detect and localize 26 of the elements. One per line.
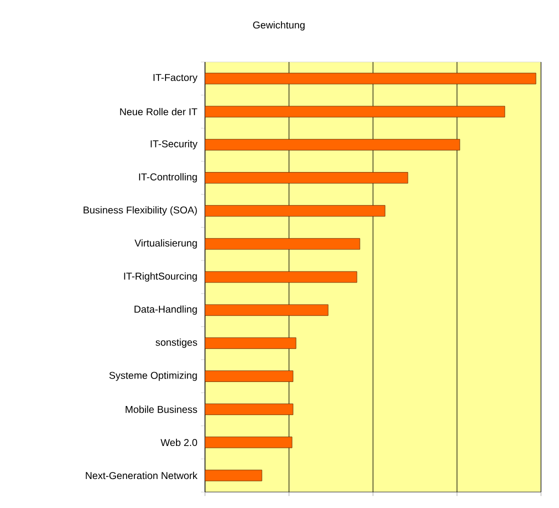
bar: [205, 271, 358, 283]
y-tick-label: Next-Generation Network: [86, 472, 198, 480]
bar: [205, 172, 408, 184]
bar: [205, 138, 460, 150]
chart-title: Gewichtung: [253, 21, 305, 30]
bar: [205, 436, 292, 448]
y-tick-label: Web 2.0: [160, 438, 198, 446]
bar: [205, 304, 328, 316]
y-tick-label: Neue Rolle der IT: [120, 108, 198, 116]
y-tick-label: Virtualisierung: [134, 239, 197, 249]
y-tick-label: Data-Handling: [134, 305, 197, 315]
y-tick-label: IT-Controlling: [139, 173, 197, 182]
bar: [205, 106, 506, 118]
y-tick-label: Business Flexibility (SOA): [84, 206, 197, 216]
bar: [205, 205, 386, 217]
y-tick-label: IT-RightSourcing: [124, 272, 197, 282]
bar: [205, 72, 536, 84]
bar: [205, 337, 296, 349]
y-tick-label: IT-Factory: [154, 74, 198, 83]
y-tick-label: Systeme Optimizing: [109, 372, 197, 381]
bar: [205, 404, 294, 416]
bar: [205, 370, 294, 382]
y-tick-label: IT-Security: [150, 140, 198, 150]
y-tick-label: sonstiges: [156, 338, 198, 348]
y-tick-label: Mobile Business: [126, 406, 198, 413]
bar: [205, 238, 360, 250]
